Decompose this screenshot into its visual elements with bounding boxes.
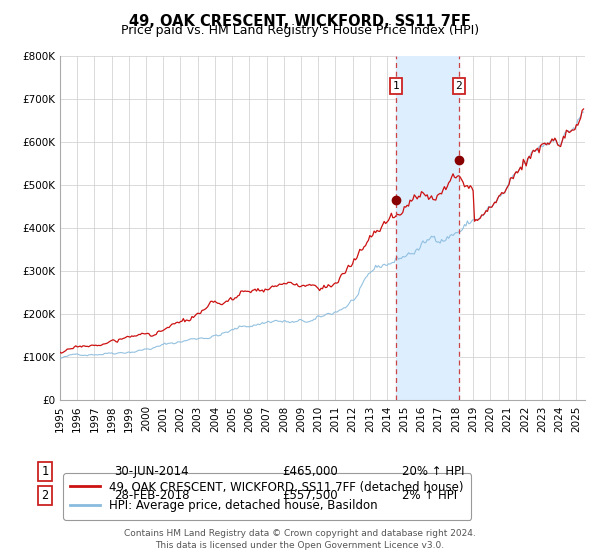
Bar xyxy=(395,56,459,400)
Text: 2: 2 xyxy=(455,81,462,91)
Text: 1: 1 xyxy=(41,465,49,478)
Text: Price paid vs. HM Land Registry's House Price Index (HPI): Price paid vs. HM Land Registry's House … xyxy=(121,24,479,37)
Text: 20% ↑ HPI: 20% ↑ HPI xyxy=(402,465,464,478)
Legend: 49, OAK CRESCENT, WICKFORD, SS11 7FF (detached house), HPI: Average price, detac: 49, OAK CRESCENT, WICKFORD, SS11 7FF (de… xyxy=(63,473,471,520)
Text: 1: 1 xyxy=(392,81,399,91)
Text: £465,000: £465,000 xyxy=(282,465,338,478)
Text: 28-FEB-2018: 28-FEB-2018 xyxy=(114,489,190,502)
Text: 49, OAK CRESCENT, WICKFORD, SS11 7FF: 49, OAK CRESCENT, WICKFORD, SS11 7FF xyxy=(129,14,471,29)
Text: This data is licensed under the Open Government Licence v3.0.: This data is licensed under the Open Gov… xyxy=(155,542,445,550)
Text: 2% ↑ HPI: 2% ↑ HPI xyxy=(402,489,457,502)
Text: Contains HM Land Registry data © Crown copyright and database right 2024.: Contains HM Land Registry data © Crown c… xyxy=(124,529,476,538)
Text: £557,500: £557,500 xyxy=(282,489,338,502)
Text: 30-JUN-2014: 30-JUN-2014 xyxy=(114,465,188,478)
Text: 2: 2 xyxy=(41,489,49,502)
